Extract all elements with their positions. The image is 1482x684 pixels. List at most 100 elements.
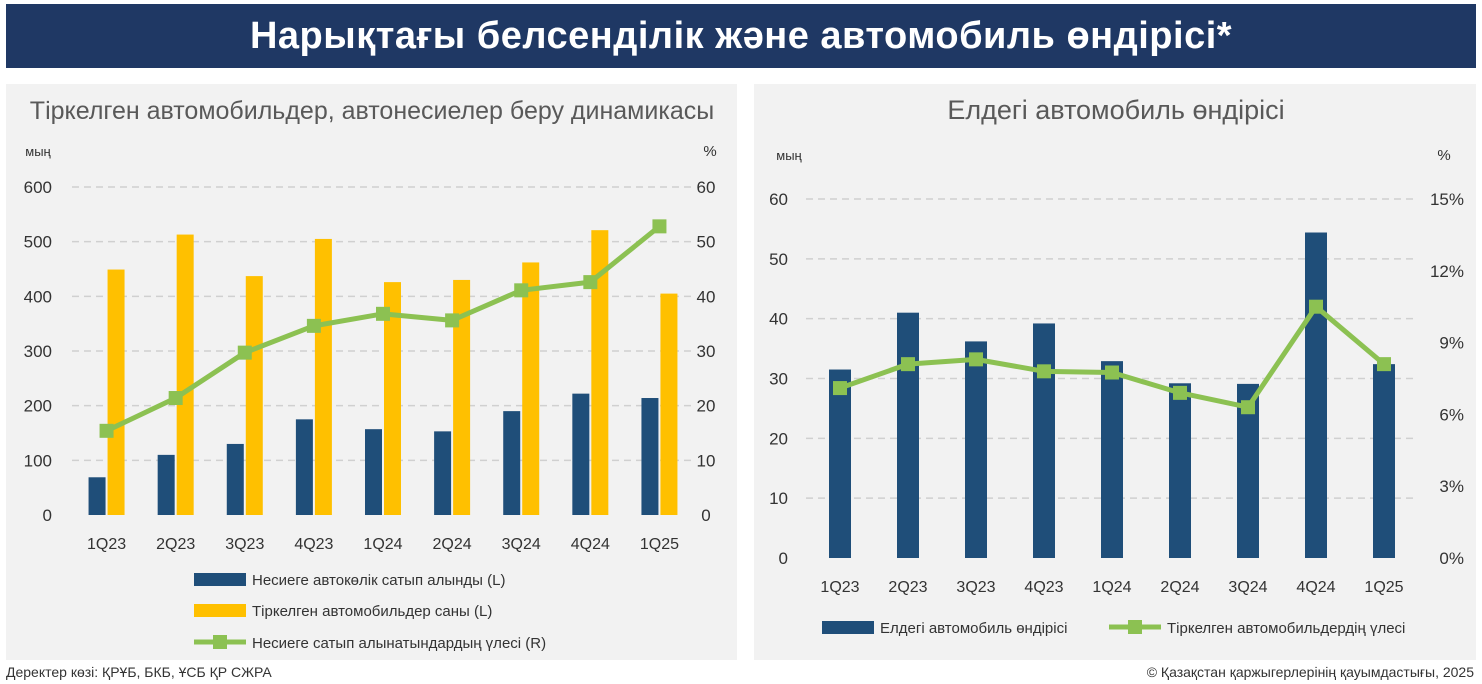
right-chart-bar-primary bbox=[1373, 364, 1395, 558]
left-chart-bar-secondary bbox=[314, 238, 332, 515]
right-chart-left-tick-label: 40 bbox=[769, 310, 788, 329]
right-chart-left-tick-label: 0 bbox=[779, 549, 788, 568]
right-chart-legend-swatch bbox=[822, 621, 874, 634]
left-chart-title: Тіркелген автомобильдер, автонесиелер бе… bbox=[30, 97, 714, 125]
right-chart-share-point bbox=[833, 381, 847, 396]
left-chart-share-point bbox=[376, 306, 390, 321]
left-chart-bar-primary bbox=[157, 454, 175, 515]
right-chart-bar-primary bbox=[1305, 232, 1327, 559]
page-title-banner: Нарықтағы белсенділік және автомобиль өн… bbox=[6, 4, 1476, 68]
left-chart-category-label: 4Q23 bbox=[294, 536, 333, 553]
left-chart-category-label: 3Q23 bbox=[225, 536, 264, 553]
left-chart-category-label: 2Q24 bbox=[433, 536, 472, 553]
left-chart-left-tick-label: 300 bbox=[24, 342, 52, 361]
right-chart-category-label: 1Q24 bbox=[1092, 579, 1131, 596]
left-chart-share-point bbox=[514, 283, 529, 298]
left-chart-bar-primary bbox=[434, 431, 452, 515]
right-chart-left-unit-label: мың bbox=[776, 148, 802, 163]
left-chart-bar-secondary bbox=[384, 282, 401, 515]
right-chart-bar-primary bbox=[1237, 383, 1259, 558]
left-chart-bar-secondary bbox=[522, 262, 540, 515]
left-chart-bar-secondary bbox=[245, 276, 263, 515]
right-chart-right-tick-label: 6% bbox=[1439, 405, 1464, 424]
right-chart-bar-primary bbox=[965, 341, 987, 558]
right-chart-category-label: 3Q24 bbox=[1228, 579, 1267, 596]
right-chart-bar-primary bbox=[829, 369, 851, 558]
right-chart-right-tick-label: 0% bbox=[1439, 549, 1464, 568]
left-chart-category-label: 3Q24 bbox=[502, 536, 541, 553]
left-chart-right-tick-label: 30 bbox=[697, 342, 716, 361]
right-chart-left-tick-label: 20 bbox=[769, 429, 788, 448]
right-chart-legend-marker bbox=[1128, 620, 1142, 634]
left-chart-legend-swatch bbox=[194, 604, 246, 617]
left-chart-bar-secondary bbox=[591, 230, 609, 516]
left-chart-share-point bbox=[306, 318, 321, 333]
right-chart-share-point bbox=[1377, 357, 1391, 372]
panel-car-loans: Тіркелген автомобильдер, автонесиелер бе… bbox=[6, 84, 737, 660]
right-chart-legend-label: Елдегі автомобиль өндірісі bbox=[880, 620, 1067, 637]
left-chart-right-unit-label: % bbox=[703, 143, 716, 160]
left-chart-bar-primary bbox=[503, 411, 521, 515]
left-chart-legend-swatch bbox=[194, 573, 246, 586]
right-chart-category-label: 1Q23 bbox=[820, 579, 859, 596]
left-chart-bar-secondary bbox=[453, 279, 471, 515]
left-chart-share-point bbox=[237, 345, 252, 360]
right-chart-right-tick-label: 12% bbox=[1430, 262, 1464, 281]
right-chart-category-label: 4Q24 bbox=[1296, 579, 1335, 596]
right-chart-share-point bbox=[901, 357, 915, 372]
page-title: Нарықтағы белсенділік және автомобиль өн… bbox=[249, 14, 1233, 57]
left-chart-bar-primary bbox=[641, 398, 659, 515]
left-chart-bar-secondary bbox=[107, 269, 125, 515]
left-chart-share-point bbox=[99, 423, 114, 438]
right-chart-bar-primary bbox=[1169, 383, 1191, 558]
left-chart-left-tick-label: 600 bbox=[24, 178, 52, 197]
left-chart-bar-secondary bbox=[660, 293, 678, 515]
copyright-note: © Қазақстан қаржыгерлерінің қауымдастығы… bbox=[1146, 664, 1474, 680]
chart-car-loans: Тіркелген автомобильдер, автонесиелер бе… bbox=[24, 97, 717, 652]
right-chart-left-tick-label: 60 bbox=[769, 190, 788, 209]
right-chart-category-label: 4Q23 bbox=[1024, 579, 1063, 596]
right-chart-title: Елдегі автомобиль өндірісі bbox=[947, 95, 1284, 125]
left-chart-right-tick-label: 40 bbox=[697, 287, 716, 306]
left-chart-share-point bbox=[445, 313, 460, 328]
right-chart-share-point bbox=[1309, 299, 1323, 314]
right-chart-left-tick-label: 10 bbox=[769, 489, 788, 508]
right-chart-left-tick-label: 50 bbox=[769, 250, 788, 269]
right-chart-bar-primary bbox=[897, 312, 919, 558]
left-chart-legend-label: Несиеге сатып алынатындардың үлесі (R) bbox=[252, 635, 546, 652]
left-chart-right-tick-label: 10 bbox=[697, 451, 716, 470]
right-chart-bar-primary bbox=[1101, 361, 1123, 558]
left-chart-left-unit-label: мың bbox=[25, 144, 51, 159]
left-chart-legend-marker bbox=[213, 635, 227, 649]
left-chart-left-tick-label: 100 bbox=[24, 451, 52, 470]
left-chart-legend-label: Несиеге автокөлік сатып алынды (L) bbox=[252, 572, 505, 589]
left-chart-bar-primary bbox=[295, 419, 313, 515]
left-chart-bar-primary bbox=[226, 443, 244, 515]
right-chart-category-label: 2Q24 bbox=[1160, 579, 1199, 596]
left-chart-category-label: 1Q24 bbox=[363, 536, 402, 553]
left-chart-bar-primary bbox=[88, 477, 106, 515]
left-chart-right-tick-label: 50 bbox=[697, 233, 716, 252]
right-chart-legend-label: Тіркелген автомобильдердің үлесі bbox=[1167, 620, 1405, 637]
left-chart-share-point bbox=[168, 391, 183, 406]
left-chart-left-tick-label: 0 bbox=[43, 506, 52, 525]
right-chart-right-tick-label: 15% bbox=[1430, 190, 1464, 209]
left-chart-legend-label: Тіркелген автомобильдер саны (L) bbox=[252, 603, 492, 620]
left-chart-share-point bbox=[583, 275, 598, 290]
left-chart-category-label: 4Q24 bbox=[571, 536, 610, 553]
right-chart-share-point bbox=[1037, 364, 1051, 379]
left-chart-right-tick-label: 20 bbox=[697, 397, 716, 416]
right-chart-share-point bbox=[1105, 365, 1119, 380]
left-chart-left-tick-label: 200 bbox=[24, 397, 52, 416]
right-chart-share-point bbox=[1241, 400, 1255, 415]
left-chart-category-label: 2Q23 bbox=[156, 536, 195, 553]
panel-car-production: Елдегі автомобиль өндірісі мың% 0 10 20 30 40 5… bbox=[754, 84, 1476, 660]
left-chart-left-tick-label: 400 bbox=[24, 287, 52, 306]
left-chart-category-label: 1Q23 bbox=[87, 536, 126, 553]
right-chart-right-tick-label: 3% bbox=[1439, 477, 1464, 496]
data-source-note: Деректер көзі: ҚРҰБ, БКБ, ҰСБ ҚР СЖРА bbox=[6, 664, 272, 680]
right-chart-right-unit-label: % bbox=[1437, 147, 1450, 164]
left-chart-bar-primary bbox=[572, 393, 590, 515]
left-chart-bar-primary bbox=[365, 429, 382, 515]
left-chart-category-label: 1Q25 bbox=[640, 536, 679, 553]
